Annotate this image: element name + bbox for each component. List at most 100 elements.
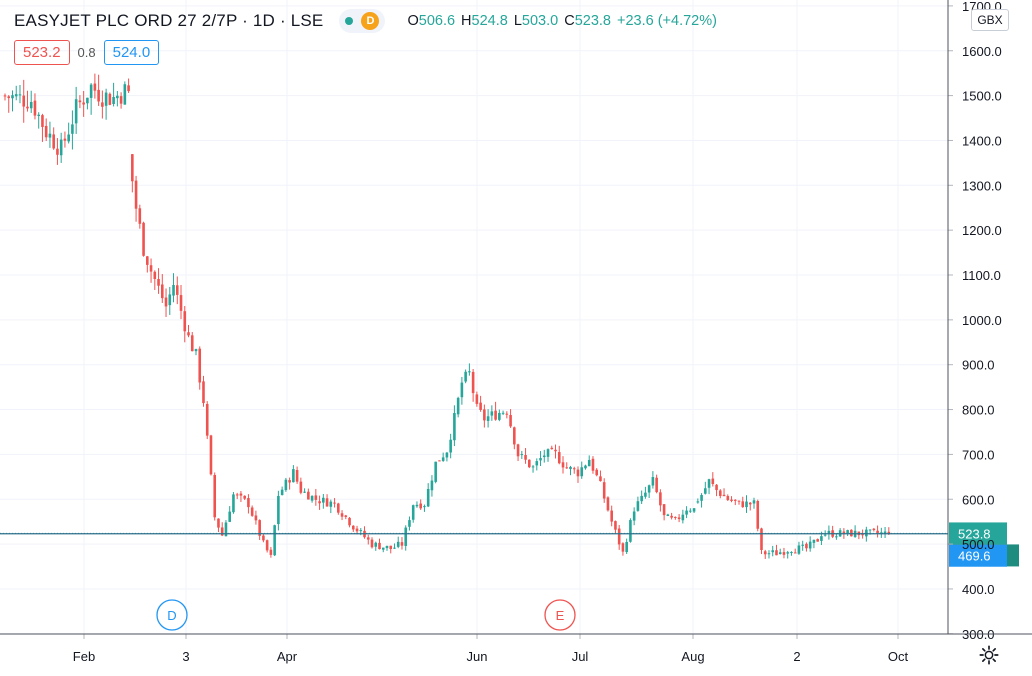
candle-up — [37, 114, 41, 117]
candle-down — [146, 256, 149, 265]
candle-up — [767, 553, 771, 555]
candle-up — [224, 522, 228, 537]
candle-up — [14, 94, 18, 97]
candle-down — [337, 503, 340, 513]
candle-down — [351, 525, 355, 530]
symbol-header: EASYJET PLC ORD 27 2/7P · 1D · LSE D O50… — [14, 8, 717, 34]
x-tick-label: Aug — [681, 649, 704, 664]
y-tick-label: 1500.0 — [962, 89, 1002, 104]
candle-down — [314, 495, 318, 500]
candle-down — [183, 311, 187, 332]
candle-down — [134, 180, 138, 209]
candle-down — [471, 371, 475, 394]
candle-down — [775, 550, 778, 556]
candle-up — [273, 525, 276, 556]
candle-up — [460, 382, 464, 398]
candle-up — [752, 500, 756, 504]
bid-ask-panel: 523.2 0.8 524.0 — [14, 40, 160, 65]
candle-down — [213, 474, 217, 518]
candle-up — [587, 459, 591, 467]
x-tick-label: Jul — [572, 649, 589, 664]
candle-up — [71, 124, 74, 134]
candle-down — [220, 527, 224, 536]
ohlc-readout: O506.6 H524.8 L503.0 C523.8 +23.6 (+4.72… — [407, 13, 716, 29]
candle-up — [228, 511, 231, 522]
candle-up — [385, 545, 389, 549]
candle-down — [82, 102, 85, 105]
candle-down — [479, 402, 482, 410]
candle-up — [374, 542, 378, 547]
bid-button[interactable]: 523.2 — [14, 40, 70, 65]
candle-down — [741, 501, 745, 508]
candle-down — [33, 100, 37, 116]
candle-down — [513, 427, 516, 445]
candle-up — [808, 541, 812, 549]
candle-down — [670, 515, 673, 518]
dividend-marker-icon[interactable]: D — [156, 599, 188, 631]
candle-down — [26, 106, 29, 109]
candle-down — [572, 468, 576, 470]
earnings-marker-icon[interactable]: E — [544, 599, 576, 631]
candle-down — [370, 539, 374, 548]
candle-down — [187, 332, 190, 336]
candle-down — [378, 542, 381, 550]
candle-up — [666, 514, 670, 517]
candle-down — [239, 493, 243, 496]
candle-down — [101, 102, 104, 107]
candle-up — [310, 495, 314, 501]
candle-down — [7, 96, 11, 99]
candle-up — [453, 413, 456, 441]
candle-up — [865, 529, 868, 537]
candle-up — [123, 84, 127, 105]
candle-down — [591, 458, 595, 471]
x-tick-label: Oct — [888, 649, 909, 664]
candle-up — [464, 371, 467, 382]
candle-down — [262, 535, 265, 541]
candle-down — [599, 476, 602, 482]
candle-up — [280, 489, 284, 495]
event-circle — [544, 599, 576, 631]
candle-up — [490, 411, 494, 416]
candle-down — [737, 500, 741, 502]
candle-up — [542, 455, 546, 458]
candle-down — [576, 469, 580, 477]
ask-button[interactable]: 524.0 — [103, 40, 160, 65]
candle-up — [411, 505, 415, 520]
candle-down — [494, 410, 497, 420]
y-tick-label: 500.0 — [962, 537, 995, 552]
candle-down — [662, 504, 666, 516]
candle-down — [483, 409, 486, 421]
x-tick-label: Jun — [467, 649, 488, 664]
spread-value: 0.8 — [77, 45, 96, 60]
candle-up — [820, 536, 823, 541]
candle-up — [498, 412, 501, 420]
candle-down — [164, 297, 168, 307]
currency-button[interactable]: GBX — [971, 9, 1009, 31]
candle-up — [104, 92, 108, 106]
candle-up — [539, 458, 542, 461]
candle-down — [400, 542, 404, 546]
candle-down — [748, 502, 752, 505]
candle-down — [175, 285, 179, 295]
candle-down — [250, 507, 254, 516]
candle-down — [142, 222, 145, 256]
candle-down — [153, 271, 157, 280]
candle-up — [430, 480, 434, 491]
candle-down — [157, 279, 160, 286]
y-tick-label: 1600.0 — [962, 44, 1002, 59]
candle-down — [674, 516, 677, 518]
candle-up — [644, 492, 647, 497]
candle-up — [303, 491, 306, 493]
settings-gear-icon[interactable] — [978, 644, 1000, 666]
candle-down — [793, 552, 797, 554]
candle-down — [243, 495, 246, 499]
status-pill[interactable]: D — [339, 9, 386, 33]
x-tick-label: 2 — [793, 649, 800, 664]
candle-up — [640, 495, 643, 502]
candle-up — [456, 397, 460, 415]
candle-up — [685, 510, 688, 515]
symbol-title[interactable]: EASYJET PLC ORD 27 2/7P · 1D · LSE — [14, 11, 324, 30]
